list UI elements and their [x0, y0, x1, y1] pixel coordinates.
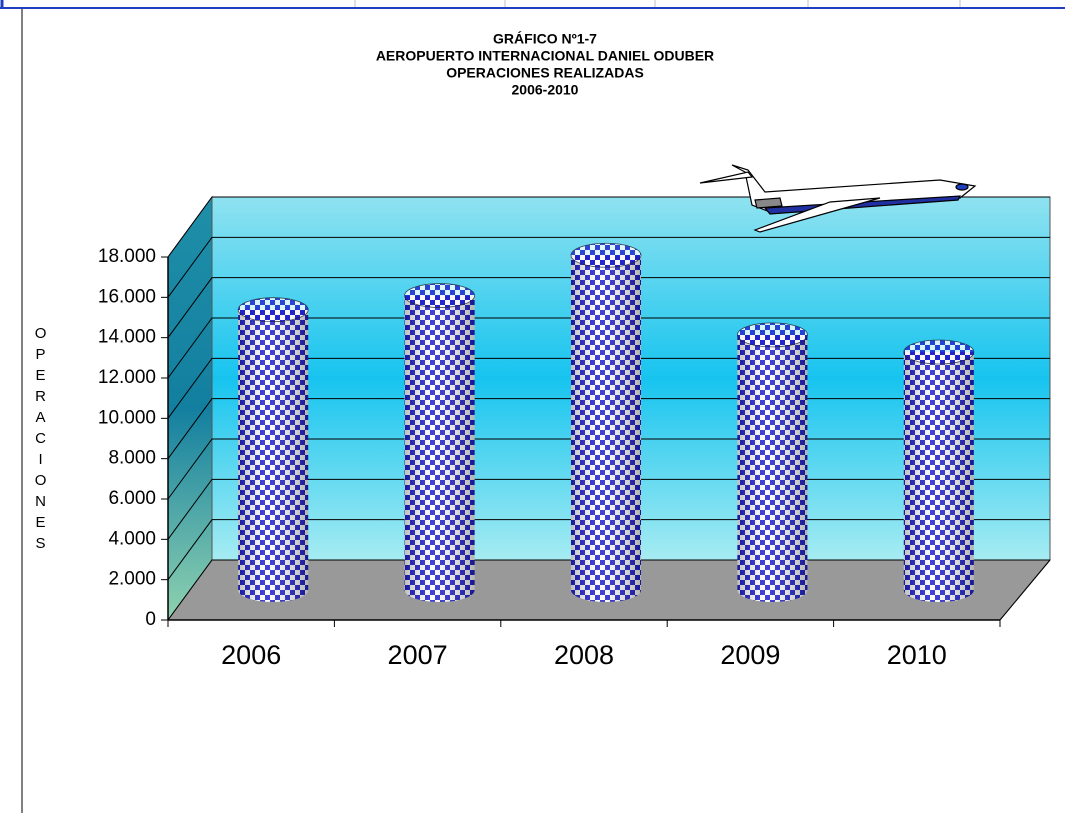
x-tick-label: 2006	[221, 640, 281, 670]
chart-subtitle: OPERACIONES REALIZADAS	[446, 65, 644, 81]
bar	[737, 322, 808, 602]
cell-row	[0, 0, 1065, 8]
cylinder-top	[737, 322, 808, 348]
cylinder-shade	[737, 334, 808, 602]
grid-line	[167, 277, 1050, 338]
x-tick-label: 2008	[554, 640, 614, 670]
cell-dividers	[354, 0, 961, 7]
cylinder-shade	[571, 255, 641, 602]
y-tick-label: 8.000	[108, 448, 156, 469]
y-tick-label: 0	[145, 609, 156, 630]
chart-subtitle: 2006-2010	[512, 82, 579, 98]
y-tick-label: 16.000	[98, 286, 156, 307]
cylinder-top	[404, 283, 476, 308]
y-axis-label: OPERACIONES	[32, 325, 49, 556]
bar	[237, 297, 309, 602]
grid-line	[167, 317, 1050, 379]
airplane-icon	[699, 164, 977, 233]
x-tick-label: 2009	[720, 640, 780, 670]
cylinder-shade	[404, 295, 475, 602]
x-tick-label: 2010	[887, 640, 947, 670]
bar	[570, 242, 642, 602]
bar	[903, 339, 975, 602]
y-tick-label: 18.000	[98, 246, 156, 267]
x-tick-label: 2007	[388, 640, 448, 670]
cylinder-top	[903, 339, 975, 365]
y-tick-label: 12.000	[98, 367, 156, 388]
cylinder-top	[237, 297, 309, 323]
y-tick-label: 2.000	[108, 569, 156, 590]
chart-title: GRÁFICO Nº1-7	[493, 31, 597, 47]
cylinder-top	[570, 242, 642, 268]
cylinder-shade	[238, 309, 309, 602]
y-tick-label: 4.000	[108, 528, 156, 549]
chart-subtitle: AEROPUERTO INTERNACIONAL DANIEL ODUBER	[376, 48, 714, 64]
floor-edge	[999, 559, 1051, 621]
bar	[404, 283, 476, 602]
y-tick-label: 10.000	[98, 407, 156, 428]
y-tick-label: 6.000	[108, 488, 156, 509]
cylinder-shade	[903, 352, 974, 602]
y-tick-label: 14.000	[98, 327, 156, 348]
grid-line	[167, 236, 1050, 298]
